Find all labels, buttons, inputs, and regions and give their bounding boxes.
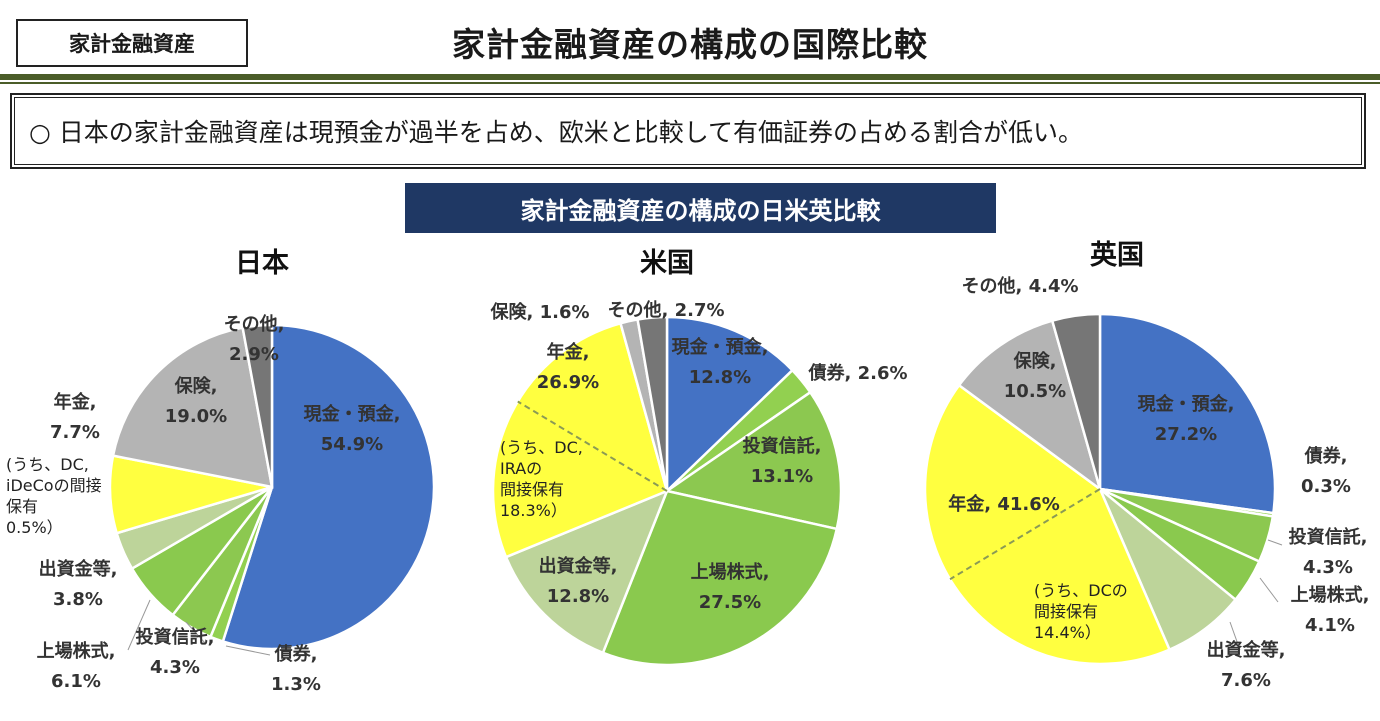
pie-slice-pension <box>491 321 669 559</box>
data-label-other: その他, 4.4% <box>961 275 1078 297</box>
dc-share-divider <box>949 488 1101 581</box>
data-label-other: その他, 2.9% <box>224 313 285 365</box>
pie-slice-other <box>1050 312 1102 490</box>
leader-line <box>1229 621 1241 651</box>
summary-text: ○ 日本の家計金融資産は現預金が過半を占め、欧米と比較して有価証券の占める割合が… <box>14 97 1362 165</box>
section-tag: 家計金融資産 <box>16 19 248 67</box>
data-label-other: その他, 2.7% <box>607 299 724 321</box>
header-rule-thin <box>0 82 1380 84</box>
leader-line <box>1259 577 1279 603</box>
data-label-cash: 現金・預金, 54.9% <box>304 403 401 455</box>
leader-line <box>225 645 271 656</box>
leader-line <box>1267 539 1283 546</box>
dc-share-divider <box>517 400 668 492</box>
data-label-equity: 出資金等, 3.8% <box>39 558 118 610</box>
pie-slice-cash <box>221 323 436 651</box>
data-label-pension: 年金, 26.9% <box>537 341 599 393</box>
pie-slice-insurance <box>111 326 274 489</box>
pie-slice-fund <box>663 390 843 531</box>
page-title: 家計金融資産の構成の国際比較 <box>452 25 928 64</box>
data-label-stock: 上場株式, 27.5% <box>691 561 770 613</box>
pie-slice-insurance <box>957 319 1103 493</box>
data-label-bond: 債券, 0.3% <box>1301 445 1351 497</box>
data-label-stock: 上場株式, 6.1% <box>37 640 116 692</box>
pie-slice-cash <box>1098 312 1277 515</box>
data-label-insurance: 保険, 19.0% <box>165 375 227 427</box>
data-label-bond: 債券, 1.3% <box>271 643 321 695</box>
pie-slice-pension <box>923 383 1172 666</box>
pie-slice-other <box>241 323 274 488</box>
data-label-fund: 投資信託, 4.3% <box>136 626 215 678</box>
data-label-stock: 上場株式, 4.1% <box>1291 584 1370 636</box>
summary-box: ○ 日本の家計金融資産は現預金が過半を占め、欧米と比較して有価証券の占める割合が… <box>10 93 1366 169</box>
leader-line <box>185 621 206 644</box>
pie-slice-other <box>636 315 669 492</box>
data-label-pension: 年金, 41.6% <box>948 493 1060 515</box>
data-label-bond: 債券, 2.6% <box>807 362 907 384</box>
pie-slice-equity <box>504 488 670 655</box>
dc-note: (うち、DCの間接保有 14.4%） <box>1034 581 1128 642</box>
data-label-fund: 投資信託, 4.3% <box>1289 526 1368 578</box>
leader-line <box>127 599 151 651</box>
pie-slice-cash <box>665 315 795 494</box>
data-label-equity: 出資金等, 12.8% <box>539 555 618 607</box>
chart-subtitle: 家計金融資産の構成の日米英比較 <box>405 183 996 233</box>
chart-title: 英国 <box>1090 240 1144 271</box>
data-label-cash: 現金・預金, 27.2% <box>1138 393 1235 445</box>
data-label-cash: 現金・預金, 12.8% <box>672 336 769 388</box>
data-label-equity: 出資金等, 7.6% <box>1207 639 1286 691</box>
data-label-insurance: 保険, 10.5% <box>1004 350 1066 402</box>
chart-title: 日本 <box>235 248 289 279</box>
pie-slice-stock <box>601 489 839 667</box>
data-label-pension: 年金, 7.7% <box>50 391 100 443</box>
dc-note: (うち、DC, iDeCoの間接保有 0.5%） <box>6 455 102 537</box>
dc-note: (うち、DC, IRAの間接保有 18.3%） <box>500 438 583 520</box>
data-label-fund: 投資信託, 13.1% <box>743 435 822 487</box>
data-label-insurance: 保険, 1.6% <box>489 301 589 323</box>
header-rule <box>0 74 1380 80</box>
chart-title: 米国 <box>640 248 694 279</box>
